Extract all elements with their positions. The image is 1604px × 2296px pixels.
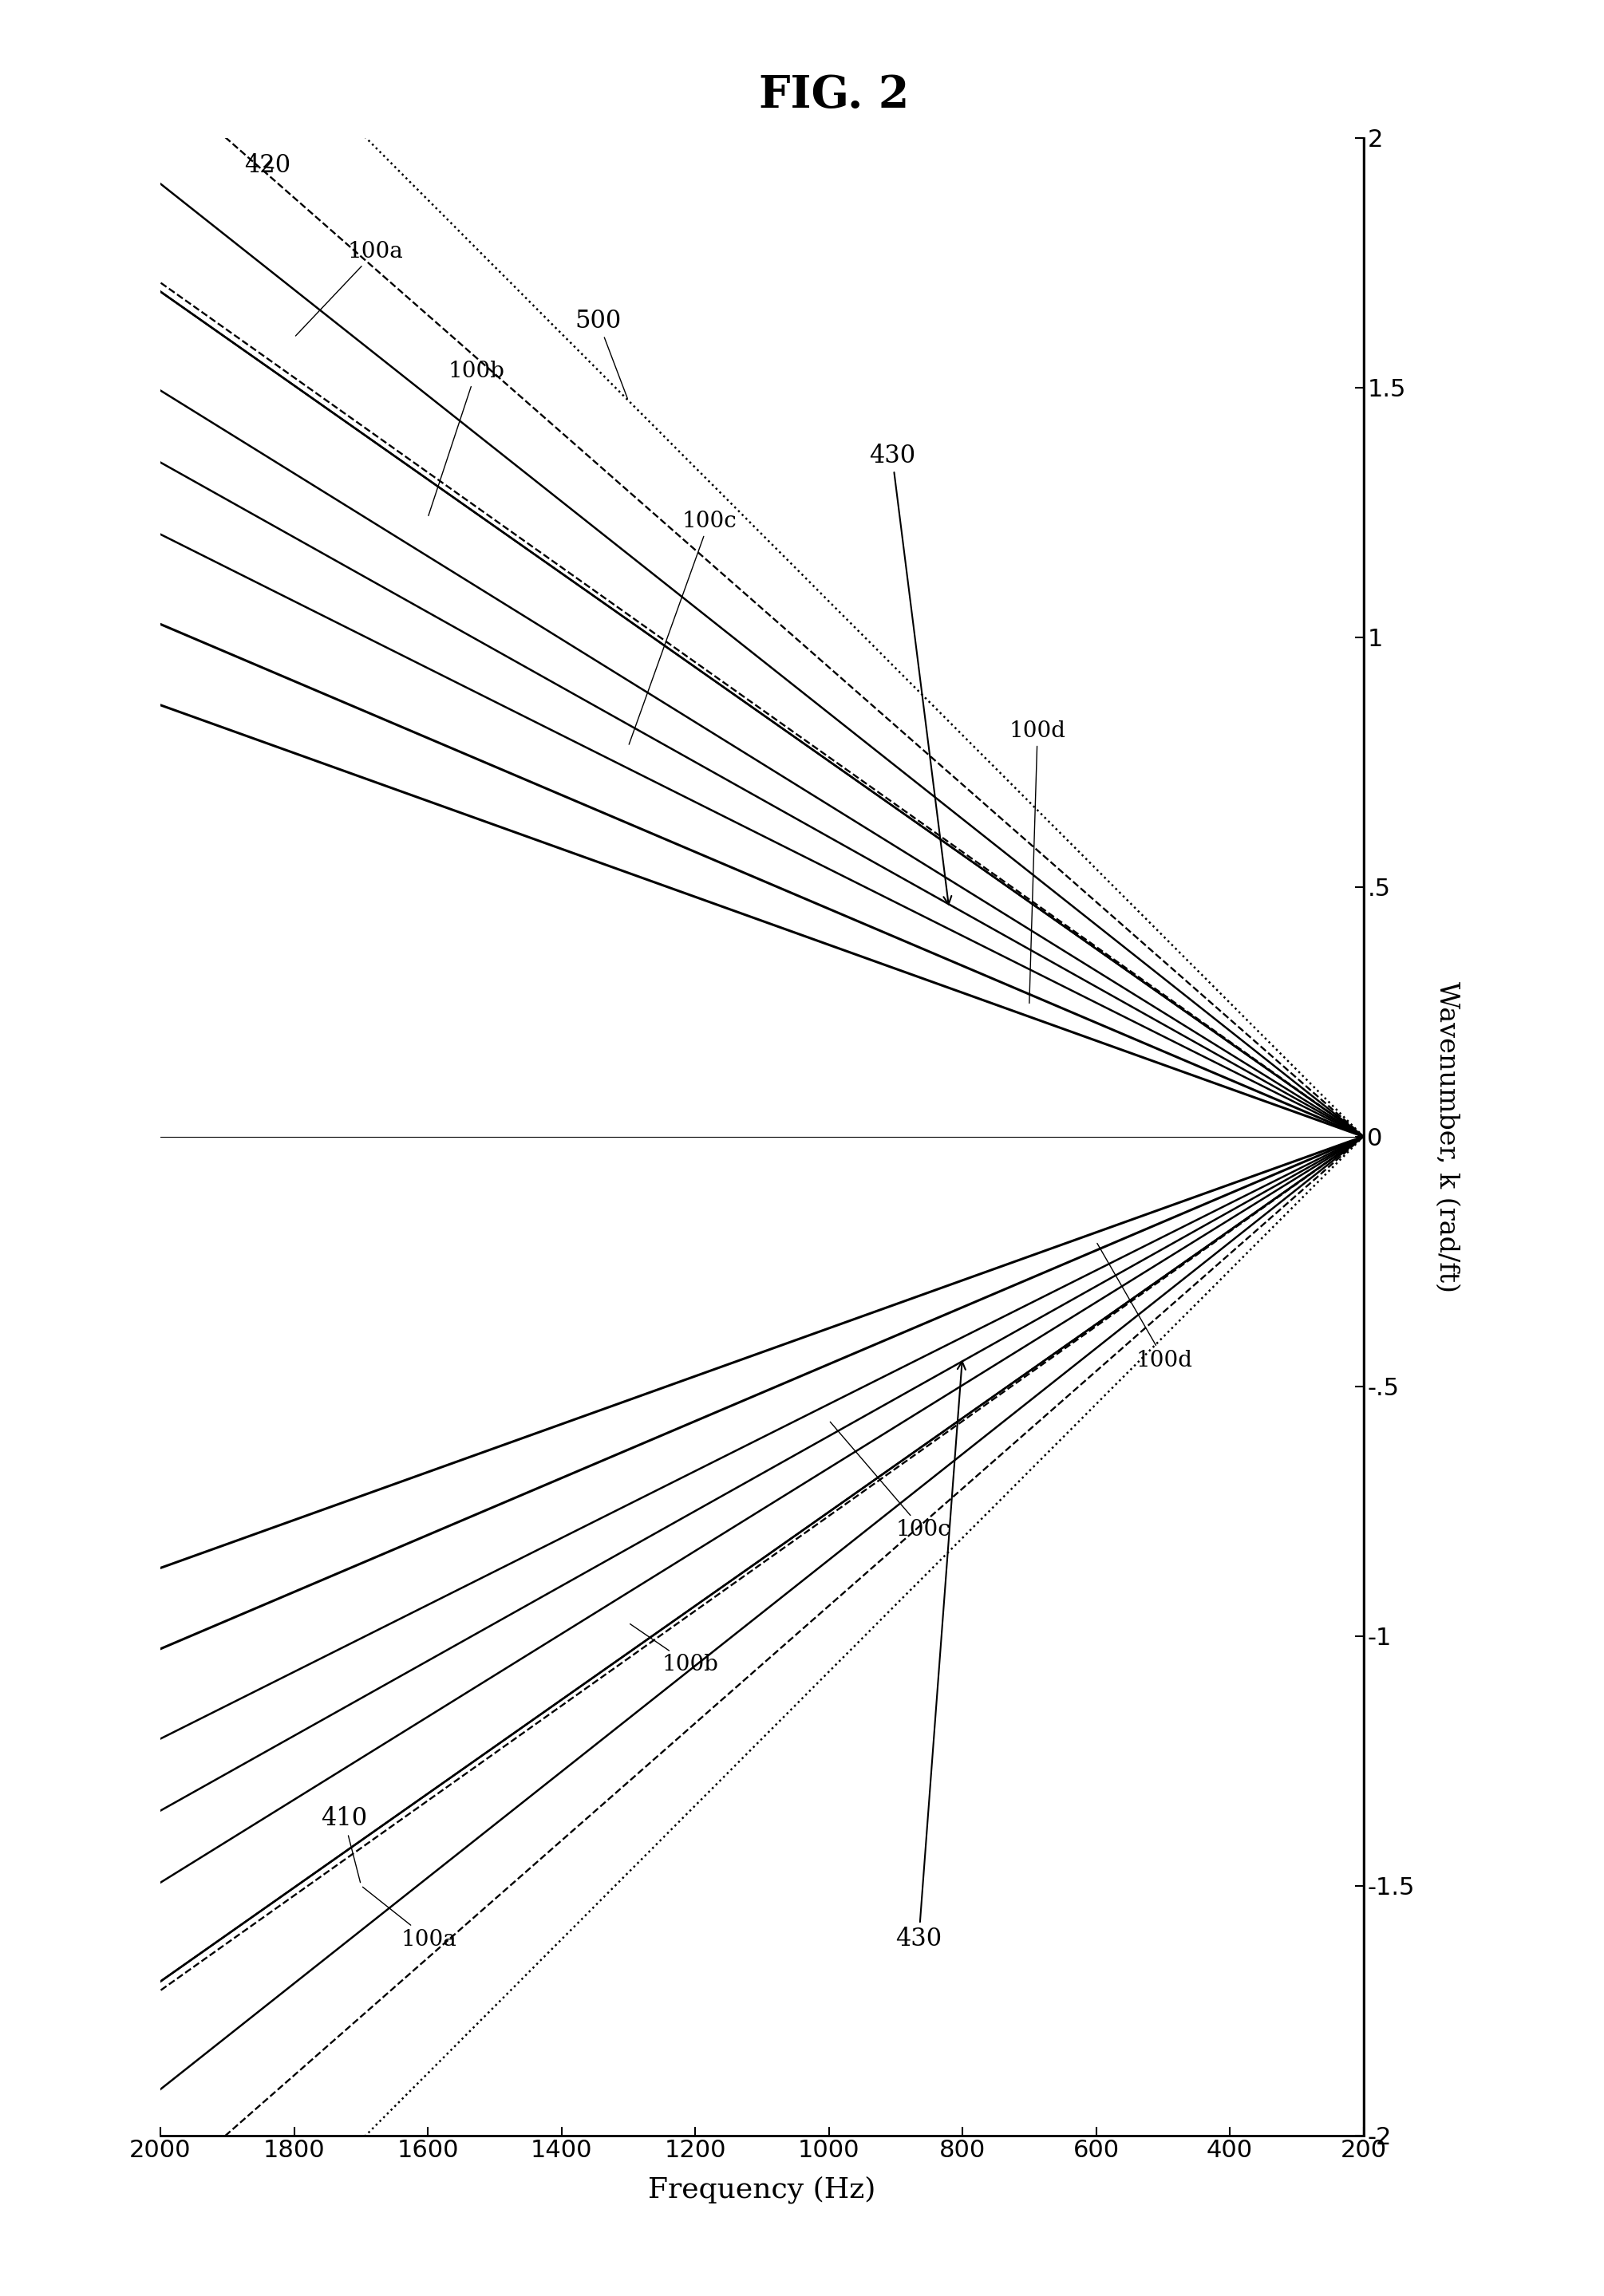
Text: 430: 430: [895, 1362, 966, 1952]
Text: 500: 500: [574, 308, 627, 400]
Text: 100c: 100c: [629, 510, 736, 744]
Text: 410: 410: [321, 1807, 367, 1883]
Text: 100b: 100b: [428, 360, 504, 517]
Text: FIG. 2: FIG. 2: [759, 73, 909, 117]
Text: 420: 420: [244, 154, 290, 179]
Text: 100c: 100c: [831, 1421, 951, 1541]
Text: 100b: 100b: [630, 1623, 719, 1676]
Text: 100d: 100d: [1009, 721, 1065, 1003]
Y-axis label: Wavenumber, k (rad/ft): Wavenumber, k (rad/ft): [1434, 980, 1460, 1293]
Text: 430: 430: [869, 443, 951, 905]
Text: 100d: 100d: [1097, 1244, 1193, 1371]
Text: 100a: 100a: [295, 241, 403, 335]
Text: 100a: 100a: [363, 1887, 457, 1949]
X-axis label: Frequency (Hz): Frequency (Hz): [648, 2177, 876, 2204]
